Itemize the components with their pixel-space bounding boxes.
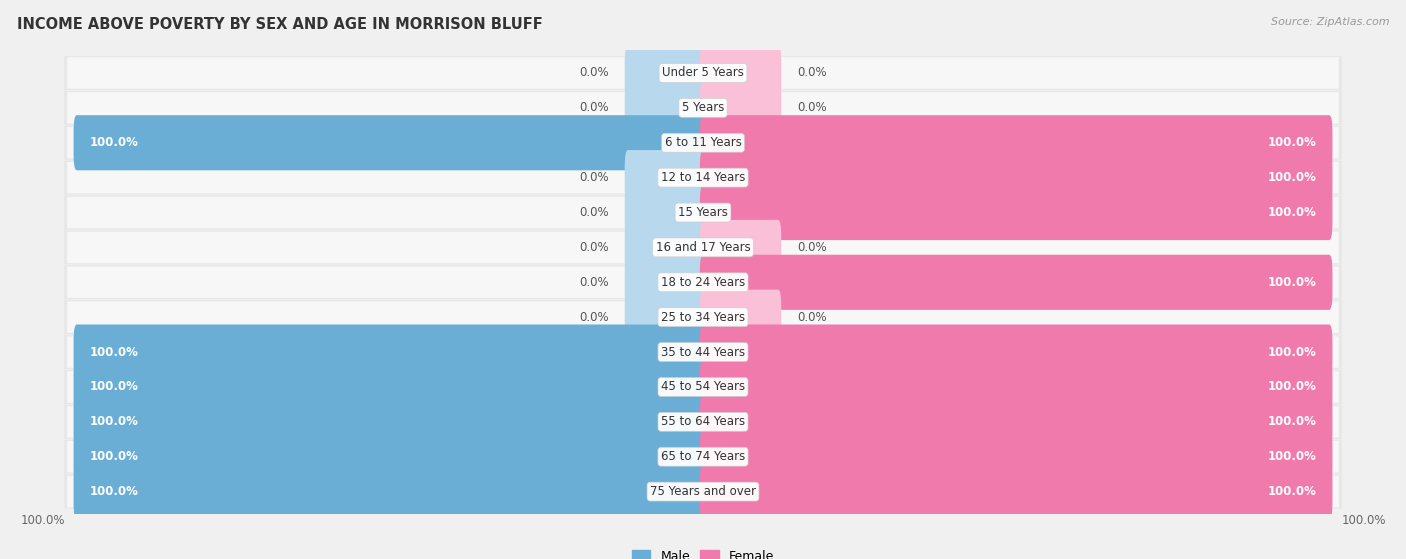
Text: 0.0%: 0.0% xyxy=(579,206,609,219)
FancyBboxPatch shape xyxy=(65,335,1341,369)
FancyBboxPatch shape xyxy=(67,197,1339,228)
FancyBboxPatch shape xyxy=(624,45,706,101)
Text: 18 to 24 Years: 18 to 24 Years xyxy=(661,276,745,289)
Text: 100.0%: 100.0% xyxy=(1268,450,1317,463)
FancyBboxPatch shape xyxy=(65,265,1341,300)
FancyBboxPatch shape xyxy=(624,290,706,345)
Text: 55 to 64 Years: 55 to 64 Years xyxy=(661,415,745,428)
FancyBboxPatch shape xyxy=(67,267,1339,298)
FancyBboxPatch shape xyxy=(700,464,1333,519)
FancyBboxPatch shape xyxy=(73,359,706,415)
Text: 0.0%: 0.0% xyxy=(797,67,827,79)
FancyBboxPatch shape xyxy=(700,325,1333,380)
Text: 100.0%: 100.0% xyxy=(89,136,138,149)
Text: 100.0%: 100.0% xyxy=(1268,276,1317,289)
Text: 0.0%: 0.0% xyxy=(579,171,609,184)
Text: 100.0%: 100.0% xyxy=(89,485,138,498)
Text: 100.0%: 100.0% xyxy=(1268,415,1317,428)
FancyBboxPatch shape xyxy=(65,160,1341,195)
FancyBboxPatch shape xyxy=(65,370,1341,404)
FancyBboxPatch shape xyxy=(624,185,706,240)
FancyBboxPatch shape xyxy=(700,150,1333,205)
FancyBboxPatch shape xyxy=(73,325,706,380)
FancyBboxPatch shape xyxy=(700,255,1333,310)
Text: 0.0%: 0.0% xyxy=(579,101,609,115)
Text: 100.0%: 100.0% xyxy=(89,381,138,394)
FancyBboxPatch shape xyxy=(624,150,706,205)
Text: Source: ZipAtlas.com: Source: ZipAtlas.com xyxy=(1271,17,1389,27)
Text: 35 to 44 Years: 35 to 44 Years xyxy=(661,345,745,358)
Text: 16 and 17 Years: 16 and 17 Years xyxy=(655,241,751,254)
FancyBboxPatch shape xyxy=(65,126,1341,160)
Text: 0.0%: 0.0% xyxy=(797,101,827,115)
Text: 100.0%: 100.0% xyxy=(1341,514,1386,527)
FancyBboxPatch shape xyxy=(65,230,1341,264)
FancyBboxPatch shape xyxy=(67,371,1339,402)
FancyBboxPatch shape xyxy=(67,232,1339,263)
FancyBboxPatch shape xyxy=(65,439,1341,474)
FancyBboxPatch shape xyxy=(67,92,1339,124)
Text: 100.0%: 100.0% xyxy=(1268,345,1317,358)
Text: 65 to 74 Years: 65 to 74 Years xyxy=(661,450,745,463)
Text: 0.0%: 0.0% xyxy=(579,67,609,79)
FancyBboxPatch shape xyxy=(624,80,706,135)
Text: 100.0%: 100.0% xyxy=(1268,381,1317,394)
FancyBboxPatch shape xyxy=(700,220,782,275)
FancyBboxPatch shape xyxy=(67,406,1339,438)
FancyBboxPatch shape xyxy=(700,80,782,135)
FancyBboxPatch shape xyxy=(67,162,1339,193)
FancyBboxPatch shape xyxy=(67,127,1339,158)
Text: 0.0%: 0.0% xyxy=(797,241,827,254)
FancyBboxPatch shape xyxy=(65,405,1341,439)
FancyBboxPatch shape xyxy=(624,220,706,275)
Text: 100.0%: 100.0% xyxy=(1268,206,1317,219)
Text: 100.0%: 100.0% xyxy=(89,345,138,358)
Text: 6 to 11 Years: 6 to 11 Years xyxy=(665,136,741,149)
Text: INCOME ABOVE POVERTY BY SEX AND AGE IN MORRISON BLUFF: INCOME ABOVE POVERTY BY SEX AND AGE IN M… xyxy=(17,17,543,32)
Text: 0.0%: 0.0% xyxy=(797,311,827,324)
Text: 15 Years: 15 Years xyxy=(678,206,728,219)
Text: 100.0%: 100.0% xyxy=(1268,485,1317,498)
Text: 25 to 34 Years: 25 to 34 Years xyxy=(661,311,745,324)
Text: 100.0%: 100.0% xyxy=(89,415,138,428)
FancyBboxPatch shape xyxy=(700,359,1333,415)
FancyBboxPatch shape xyxy=(700,429,1333,484)
Text: 100.0%: 100.0% xyxy=(20,514,65,527)
Legend: Male, Female: Male, Female xyxy=(627,546,779,559)
Text: 100.0%: 100.0% xyxy=(89,450,138,463)
FancyBboxPatch shape xyxy=(700,45,782,101)
Text: 100.0%: 100.0% xyxy=(1268,136,1317,149)
Text: 0.0%: 0.0% xyxy=(579,311,609,324)
Text: 0.0%: 0.0% xyxy=(579,276,609,289)
FancyBboxPatch shape xyxy=(73,464,706,519)
FancyBboxPatch shape xyxy=(73,394,706,449)
Text: 75 Years and over: 75 Years and over xyxy=(650,485,756,498)
FancyBboxPatch shape xyxy=(65,56,1341,90)
FancyBboxPatch shape xyxy=(73,115,706,170)
FancyBboxPatch shape xyxy=(700,115,1333,170)
FancyBboxPatch shape xyxy=(73,429,706,484)
Text: 100.0%: 100.0% xyxy=(1268,171,1317,184)
FancyBboxPatch shape xyxy=(67,57,1339,89)
FancyBboxPatch shape xyxy=(624,255,706,310)
Text: Under 5 Years: Under 5 Years xyxy=(662,67,744,79)
Text: 0.0%: 0.0% xyxy=(579,241,609,254)
FancyBboxPatch shape xyxy=(65,91,1341,125)
FancyBboxPatch shape xyxy=(67,441,1339,472)
FancyBboxPatch shape xyxy=(700,290,782,345)
FancyBboxPatch shape xyxy=(65,196,1341,230)
FancyBboxPatch shape xyxy=(65,300,1341,334)
FancyBboxPatch shape xyxy=(700,394,1333,449)
FancyBboxPatch shape xyxy=(700,185,1333,240)
FancyBboxPatch shape xyxy=(65,475,1341,509)
Text: 5 Years: 5 Years xyxy=(682,101,724,115)
FancyBboxPatch shape xyxy=(67,301,1339,333)
Text: 12 to 14 Years: 12 to 14 Years xyxy=(661,171,745,184)
Text: 45 to 54 Years: 45 to 54 Years xyxy=(661,381,745,394)
FancyBboxPatch shape xyxy=(67,476,1339,508)
FancyBboxPatch shape xyxy=(67,337,1339,368)
